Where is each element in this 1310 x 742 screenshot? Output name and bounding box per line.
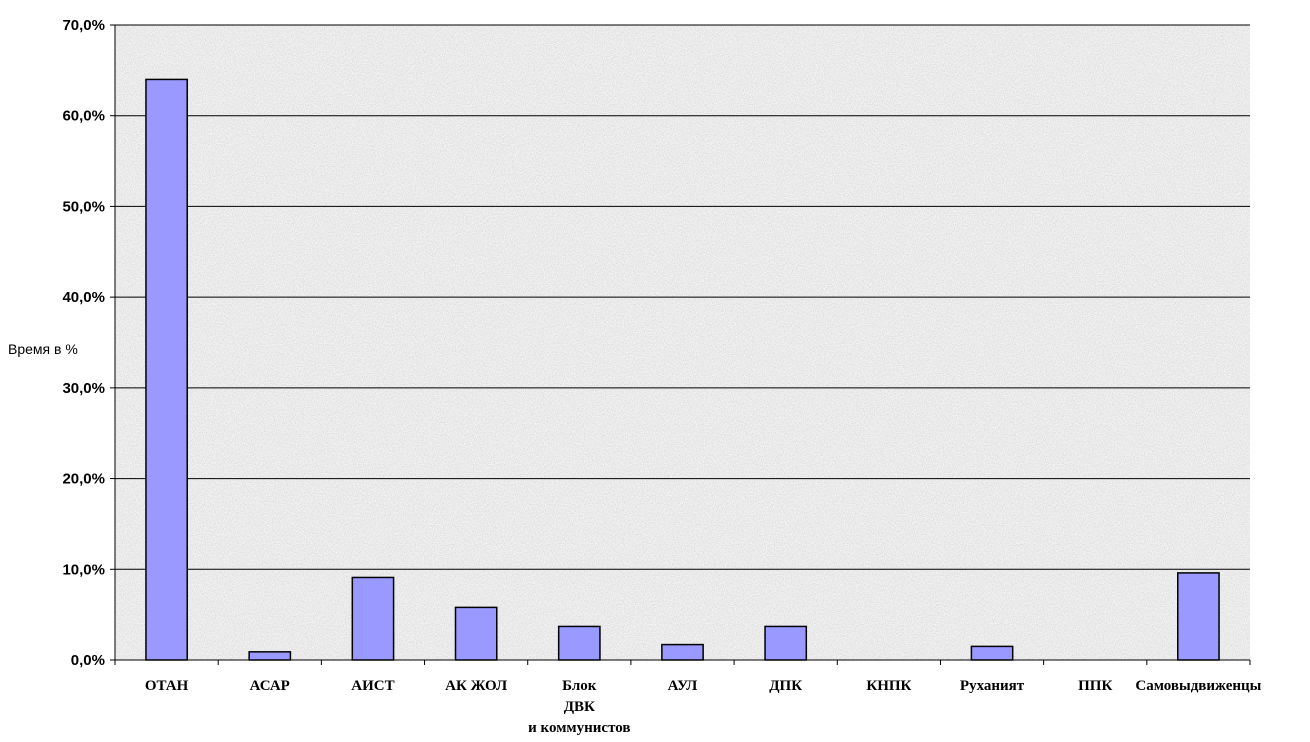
y-tick-label: 70,0% (62, 17, 105, 34)
x-tick-label: ДПК (769, 678, 802, 694)
bars (145, 78, 1220, 661)
x-tick-label: Руханият (960, 678, 1025, 694)
y-tick-label: 50,0% (62, 198, 105, 215)
y-tick-labels: 0,0% 10,0% 20,0% 30,0% 40,0% 50,0% 60,0% 70,0% (62, 17, 105, 669)
y-tick-label: 60,0% (62, 108, 105, 125)
y-tick-label: 10,0% (62, 561, 105, 578)
x-tick-label: АИСТ (351, 678, 394, 694)
x-tick-label: АУЛ (668, 678, 698, 694)
plot-texture (115, 25, 1250, 660)
x-tick-label: ОТАН (145, 678, 189, 694)
bar (145, 78, 188, 661)
bar (351, 576, 395, 661)
x-tick-label: АК ЖОЛ (445, 678, 507, 694)
y-tick-label: 30,0% (62, 380, 105, 397)
y-tick-label: 0,0% (71, 652, 105, 669)
x-tick-label: КНПК (866, 678, 911, 694)
y-tick-label: 40,0% (62, 289, 105, 306)
bar (248, 651, 292, 661)
axes (110, 24, 1251, 665)
x-tick-label: Самовыдвиженцы (1135, 678, 1261, 694)
y-tick-label: 20,0% (62, 471, 105, 488)
x-tick-label: ППК (1078, 678, 1112, 694)
bar (764, 625, 808, 661)
bar (1177, 572, 1220, 661)
bar (454, 606, 498, 661)
bar (661, 643, 704, 661)
x-tick-label: Блок ДВК и коммунистов (528, 678, 630, 736)
x-tick-labels: ОТАН АСАР АИСТ АК ЖОЛ Блок ДВК и коммунистов АУ… (145, 678, 1262, 736)
gridlines (115, 24, 1250, 570)
x-tick-label: АСАР (250, 678, 290, 694)
y-axis-label: Время в % (8, 341, 78, 357)
bar (557, 625, 601, 661)
bar (970, 645, 1014, 661)
